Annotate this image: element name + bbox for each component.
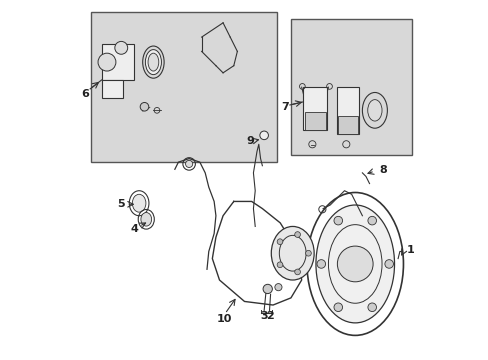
Text: 4: 4	[131, 224, 139, 234]
Bar	[337, 87, 358, 134]
Ellipse shape	[148, 53, 159, 71]
Circle shape	[115, 41, 127, 54]
Circle shape	[294, 269, 300, 275]
Circle shape	[367, 303, 376, 311]
Text: 10: 10	[217, 314, 232, 324]
Ellipse shape	[145, 50, 161, 75]
Bar	[290, 19, 411, 155]
Circle shape	[305, 250, 311, 256]
Ellipse shape	[141, 212, 151, 226]
Bar	[304, 112, 325, 130]
Circle shape	[259, 131, 268, 140]
Ellipse shape	[271, 226, 313, 280]
Text: 8: 8	[379, 165, 386, 175]
Circle shape	[277, 262, 282, 267]
Circle shape	[337, 246, 372, 282]
Text: 2: 2	[265, 311, 273, 321]
Circle shape	[98, 53, 116, 71]
Circle shape	[140, 103, 148, 111]
Text: 6: 6	[81, 89, 89, 99]
Circle shape	[367, 216, 376, 225]
Text: 5: 5	[117, 199, 125, 209]
Bar	[102, 80, 123, 98]
Text: 7: 7	[281, 102, 289, 112]
Ellipse shape	[315, 205, 394, 323]
Circle shape	[384, 260, 393, 268]
Circle shape	[294, 232, 300, 237]
Text: 1: 1	[406, 245, 414, 255]
Circle shape	[263, 284, 272, 294]
Circle shape	[274, 284, 282, 291]
Bar	[303, 87, 326, 130]
Bar	[337, 116, 357, 134]
Ellipse shape	[132, 194, 145, 212]
Circle shape	[277, 239, 282, 244]
Bar	[91, 12, 276, 162]
Text: 9: 9	[246, 136, 254, 147]
Ellipse shape	[367, 100, 381, 121]
Circle shape	[316, 260, 325, 268]
Bar	[102, 44, 134, 80]
Text: 3: 3	[260, 311, 267, 321]
Ellipse shape	[185, 160, 192, 167]
Circle shape	[333, 216, 342, 225]
Circle shape	[333, 303, 342, 311]
